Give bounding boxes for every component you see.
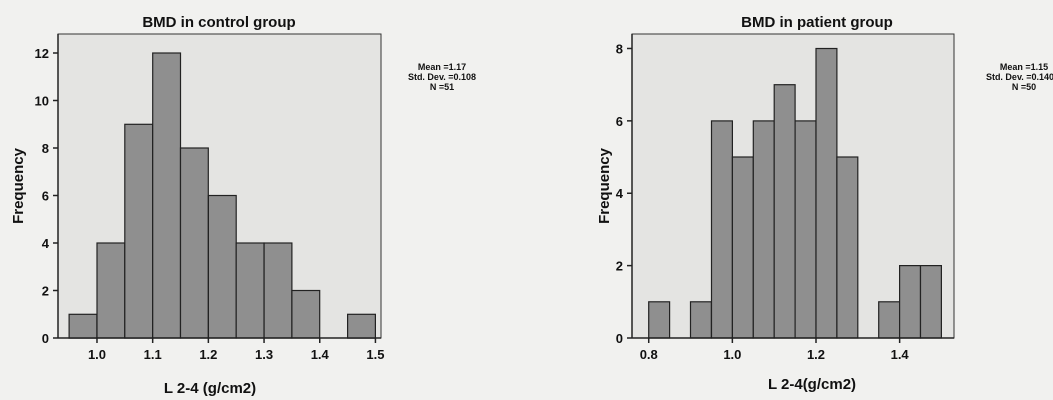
histogram-bar	[152, 52, 182, 339]
stats-std-dev: Std. Dev. =0.140	[986, 72, 1053, 82]
histogram-bar	[689, 301, 712, 339]
histogram-bar	[347, 313, 377, 339]
control-group-histogram: 0 2 4 6 8 10 12 1.0 1.1 1.2 1.3 1.4 1.5 BMD in contr…	[10, 14, 476, 397]
histogram-bar	[207, 194, 237, 339]
y-tick-label: 8	[616, 41, 623, 56]
chart-title: BMD in control group	[142, 14, 295, 31]
x-tick-label: 1.0	[723, 347, 741, 362]
patient-group-histogram: 0 2 4 6 8 0.8 1.0 1.2 1.4 BMD in patient group L…	[596, 14, 1053, 393]
x-tick-label: 1.4	[311, 347, 330, 362]
histogram-bar	[794, 120, 817, 339]
x-tick-label: 1.5	[366, 347, 384, 362]
x-axis-label: L 2-4(g/cm2)	[768, 376, 856, 393]
y-tick-label: 6	[42, 189, 49, 204]
histogram-bar	[648, 301, 671, 339]
histogram-bar	[773, 84, 796, 339]
x-tick-label: 0.8	[640, 347, 658, 362]
x-tick-label: 1.2	[807, 347, 825, 362]
histogram-bar	[919, 265, 942, 339]
histogram-bar	[815, 47, 838, 339]
histogram-bar	[235, 242, 265, 339]
y-tick-label: 6	[616, 114, 623, 129]
bars	[68, 52, 377, 339]
histogram-bar	[710, 120, 733, 339]
histogram-bar	[899, 265, 922, 339]
chart-title: BMD in patient group	[741, 14, 893, 31]
histogram-bar	[124, 123, 154, 339]
axes: 0 2 4 6 8 0.8 1.0 1.2 1.4	[616, 34, 954, 362]
y-axis-label: Frequency	[596, 147, 613, 224]
stats-n: N =50	[1012, 82, 1036, 92]
y-axis-label: Frequency	[10, 147, 27, 224]
y-tick-label: 4	[42, 236, 50, 251]
x-tick-label: 1.3	[255, 347, 273, 362]
y-tick-label: 0	[616, 331, 623, 346]
y-tick-label: 2	[616, 259, 623, 274]
histogram-bar	[68, 313, 98, 339]
y-tick-label: 0	[42, 331, 49, 346]
x-tick-label: 1.4	[891, 347, 910, 362]
histogram-bar	[878, 301, 901, 339]
stats-mean: Mean =1.17	[418, 62, 466, 72]
stats-n: N =51	[430, 82, 454, 92]
histogram-bar	[179, 147, 209, 339]
y-tick-label: 4	[616, 186, 624, 201]
stats-mean: Mean =1.15	[1000, 62, 1048, 72]
stats-std-dev: Std. Dev. =0.108	[408, 72, 476, 82]
y-tick-label: 2	[42, 284, 49, 299]
histogram-bar	[96, 242, 126, 339]
x-tick-label: 1.0	[88, 347, 106, 362]
x-tick-label: 1.1	[144, 347, 162, 362]
x-tick-label: 1.2	[199, 347, 217, 362]
histogram-bar	[731, 156, 754, 339]
y-tick-label: 8	[42, 141, 49, 156]
y-tick-label: 10	[35, 94, 49, 109]
histogram-bar	[263, 242, 293, 339]
histogram-bar	[752, 120, 775, 339]
histogram-bar	[836, 156, 859, 339]
y-tick-label: 12	[35, 46, 49, 61]
histogram-bar	[291, 289, 321, 339]
x-axis-label: L 2-4 (g/cm2)	[164, 380, 256, 397]
axes: 0 2 4 6 8 10 12 1.0 1.1 1.2 1.3 1.4 1.5	[35, 34, 384, 362]
